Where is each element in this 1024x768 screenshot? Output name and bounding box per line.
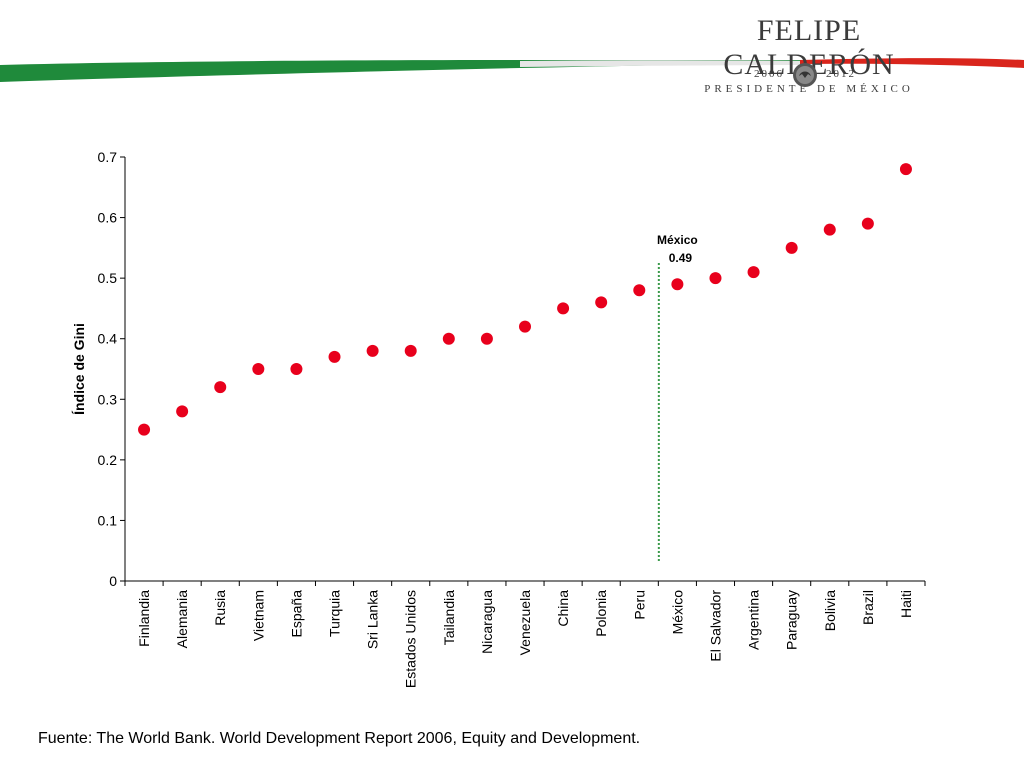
y-tick-label: 0 (109, 573, 117, 589)
y-tick-label: 0.4 (98, 331, 118, 347)
brand-years: 2006 2012 (752, 63, 862, 87)
year-start: 2006 (754, 68, 784, 80)
data-point (899, 163, 912, 176)
x-tick-label: Alemania (174, 590, 190, 649)
brand-logo: FELIPE CALDERÓN PRESIDENTE DE MÉXICO (684, 14, 934, 95)
x-tick-label: El Salvador (707, 590, 723, 662)
x-tick-label: Rusia (212, 590, 228, 626)
x-tick-label: Sri Lanka (365, 590, 381, 649)
white-stripe (520, 60, 820, 67)
data-point (861, 217, 874, 230)
x-tick-label: Estados Unidos (403, 590, 419, 688)
gini-chart: 0 0.1 0.2 0.3 0.4 0.5 0.6 0.7 Índice de Gini Méxi… (71, 149, 926, 688)
data-point (709, 272, 722, 285)
source-note: Fuente: The World Bank. World Developmen… (38, 730, 641, 747)
data-point (633, 284, 646, 297)
data-point (480, 332, 493, 345)
brand-subtitle: PRESIDENTE DE MÉXICO (704, 83, 914, 95)
y-axis-label: Índice de Gini (71, 323, 87, 415)
data-point (214, 381, 227, 394)
x-tick-label: Brazil (860, 590, 876, 625)
x-tick-label: Argentina (746, 590, 762, 650)
data-point (519, 320, 531, 333)
annotation-label: México (657, 233, 698, 247)
red-stripe (800, 58, 1024, 68)
y-tick-label: 0.3 (98, 391, 118, 407)
x-tick-label: México (669, 590, 685, 635)
x-tick-label: Haiti (898, 590, 914, 618)
x-tick-label: China (555, 590, 571, 627)
y-tick-label: 0.7 (98, 149, 118, 165)
data-point (252, 363, 265, 375)
data-point (328, 350, 341, 363)
x-tick-label: España (288, 590, 304, 638)
data-point (595, 296, 608, 309)
data-point (404, 344, 417, 357)
data-point (290, 363, 303, 375)
x-tick-label: Turquia (327, 590, 343, 637)
year-end: 2012 (826, 68, 856, 80)
x-tick-label: Paraguay (784, 590, 800, 650)
x-tick-label: Finlandia (136, 590, 152, 647)
data-point (138, 423, 151, 436)
data-point (442, 332, 455, 345)
x-tick-label: Polonia (593, 590, 609, 637)
data-point (747, 266, 760, 279)
y-tick-label: 0.5 (98, 270, 118, 286)
x-tick-label: Venezuela (517, 590, 533, 656)
data-point (671, 278, 684, 291)
data-point (366, 344, 379, 357)
mexican-eagle-seal-icon (793, 63, 817, 87)
data-point (176, 405, 189, 418)
y-tick-label: 0.1 (98, 512, 118, 528)
y-tick-label: 0.6 (98, 210, 118, 226)
x-tick-label: Vietnam (250, 590, 266, 641)
y-tick-label: 0.2 (98, 452, 118, 468)
brand-name: FELIPE CALDERÓN (723, 14, 893, 81)
x-tick-label: Bolivia (822, 590, 838, 631)
x-tick-label: Tailandia (441, 590, 457, 645)
data-point (785, 241, 798, 254)
header-decoration (0, 58, 1024, 82)
annotation-value: 0.49 (669, 251, 693, 265)
x-tick-label: Peru (631, 590, 647, 620)
data-point (557, 302, 570, 315)
data-point (823, 223, 836, 236)
x-tick-label: Nicaragua (479, 590, 495, 654)
